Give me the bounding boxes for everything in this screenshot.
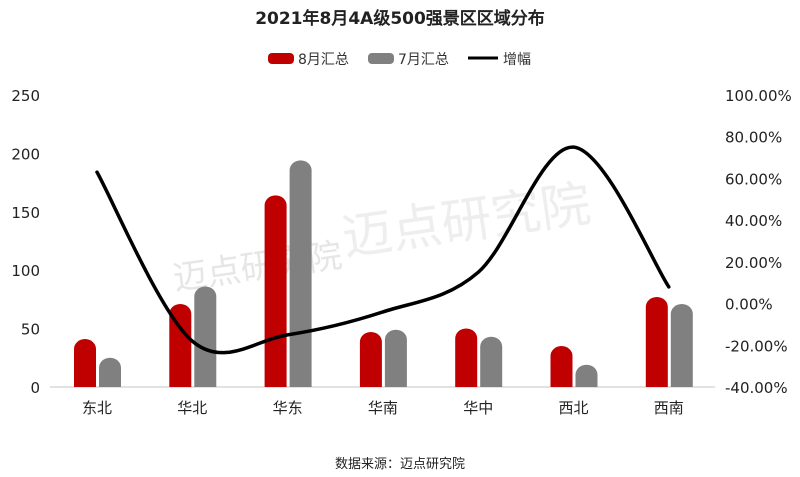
bar-7月汇总-华东 xyxy=(289,160,312,387)
bar-8月汇总-西北 xyxy=(550,346,573,387)
watermark-text-large: 迈点研究院 xyxy=(339,175,595,267)
left-tick-label: 200 xyxy=(11,145,40,163)
right-tick-label: -20.00% xyxy=(725,337,788,355)
x-tick-label: 西南 xyxy=(654,399,684,417)
right-tick-label: 100.00% xyxy=(725,87,792,105)
right-tick-label: 20.00% xyxy=(725,254,782,272)
bar-7月汇总-华中 xyxy=(480,336,503,387)
bar-8月汇总-华中 xyxy=(455,328,478,387)
left-tick-label: 250 xyxy=(11,87,40,105)
x-tick-label: 华北 xyxy=(177,399,207,417)
left-tick-label: 0 xyxy=(30,379,40,397)
source-note: 数据来源：迈点研究院 xyxy=(335,457,465,472)
right-tick-label: 0.00% xyxy=(725,296,773,314)
right-tick-label: 40.00% xyxy=(725,212,782,230)
bar-7月汇总-东北 xyxy=(99,357,121,387)
legend-swatch-0 xyxy=(268,53,294,64)
left-tick-label: 150 xyxy=(11,204,40,222)
watermark-text: 迈点研究院 xyxy=(171,236,345,299)
left-tick-label: 100 xyxy=(11,262,40,280)
bar-7月汇总-西北 xyxy=(575,364,598,387)
bar-7月汇总-华北 xyxy=(194,286,217,387)
x-tick-label: 华中 xyxy=(463,399,493,417)
x-tick-label: 东北 xyxy=(82,399,112,417)
legend-label-1: 7月汇总 xyxy=(398,52,449,68)
bar-7月汇总-西南 xyxy=(670,304,693,387)
chart-title: 2021年8月4A级500强景区区域分布 xyxy=(255,8,545,29)
bar-8月汇总-华东 xyxy=(264,195,287,387)
bar-7月汇总-华南 xyxy=(384,329,407,387)
x-tick-label: 西北 xyxy=(558,399,588,417)
x-tick-label: 华南 xyxy=(368,399,398,417)
bar-8月汇总-华南 xyxy=(359,332,382,387)
right-tick-label: 60.00% xyxy=(725,170,782,188)
right-tick-label: 80.00% xyxy=(725,129,782,147)
legend-label-2: 增幅 xyxy=(503,52,531,68)
legend-label-0: 8月汇总 xyxy=(298,52,349,68)
bar-8月汇总-西南 xyxy=(645,296,668,387)
left-tick-label: 50 xyxy=(21,321,40,339)
legend-swatch-1 xyxy=(368,53,394,64)
bar-8月汇总-华北 xyxy=(169,304,192,387)
bar-8月汇总-东北 xyxy=(74,339,96,387)
right-tick-label: -40.00% xyxy=(725,379,788,397)
line-series-增幅 xyxy=(95,145,671,355)
x-tick-label: 华东 xyxy=(273,399,303,417)
